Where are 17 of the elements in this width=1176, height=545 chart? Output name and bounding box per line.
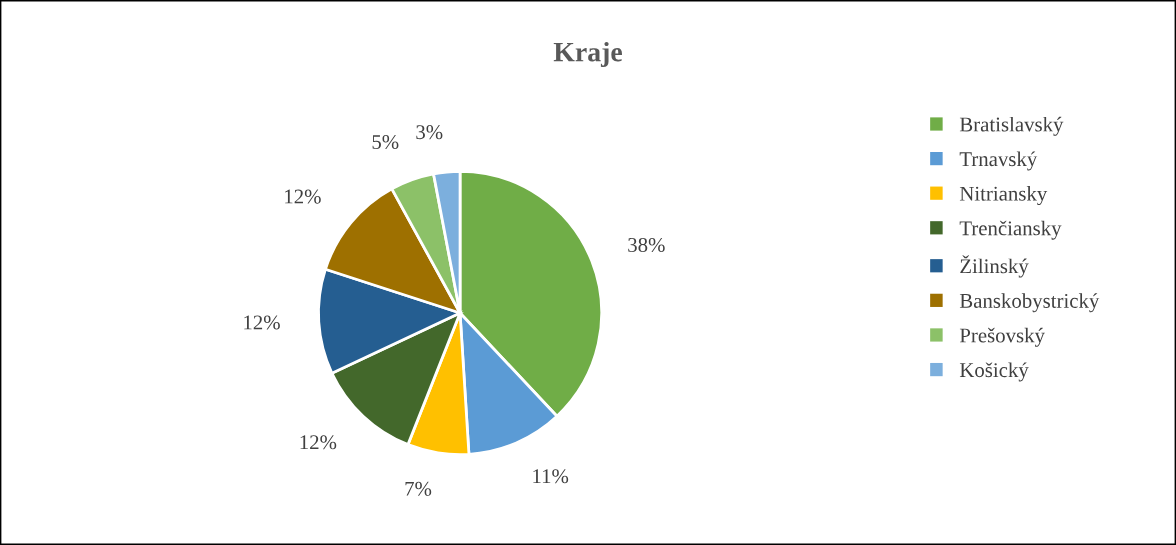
data-label: 38% (628, 237, 665, 253)
data-label: 5% (372, 134, 399, 150)
legend-label: Trenčiansky (959, 220, 1062, 240)
legend-label: Trnavský (959, 151, 1038, 171)
data-label: 11% (533, 469, 569, 484)
data-label: 7% (405, 481, 432, 496)
chart-title: Kraje (553, 41, 622, 68)
data-label: 12% (285, 189, 321, 204)
data-label: 3% (416, 125, 443, 140)
legend-label: Banskobystrický (959, 293, 1100, 313)
data-label: 12% (300, 435, 337, 450)
legend-label: Košický (959, 362, 1029, 382)
legend-label: Nitriansky (959, 186, 1048, 206)
legend-label: Prešovský (959, 327, 1045, 347)
data-label: 12% (244, 315, 280, 330)
legend-label: Bratislavský (959, 116, 1064, 136)
legend-label: Žilinský (960, 255, 1029, 278)
